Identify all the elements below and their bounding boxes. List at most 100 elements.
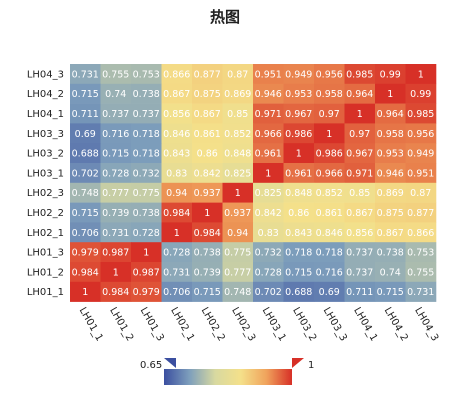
cell-value-label: 0.848: [224, 149, 251, 160]
cell-value-label: 0.846: [316, 228, 343, 239]
cell-value-label: 0.875: [194, 89, 221, 100]
cell-value-label: 0.748: [224, 287, 251, 298]
heatmap-cell: [192, 242, 223, 263]
cell-value-label: 0.967: [346, 149, 373, 160]
heatmap-cell: [283, 182, 315, 203]
heatmap-cell: [375, 103, 406, 124]
heatmap-cell: [192, 281, 223, 302]
cell-value-label: 0.966: [255, 129, 282, 140]
cell-value-label: 0.986: [316, 149, 343, 160]
cell-value-label: 0.867: [346, 208, 373, 219]
legend-color-bar: [164, 369, 292, 385]
column-label: LH01_1: [77, 306, 105, 344]
heatmap-cell: [222, 202, 254, 223]
cell-value-label: 0.852: [316, 188, 343, 199]
heatmap-cell: [283, 262, 315, 283]
heatmap-cell: [375, 222, 406, 243]
heatmap-cell: [131, 222, 162, 243]
heatmap-cell: [314, 64, 345, 85]
cell-value-label: 0.825: [255, 188, 282, 199]
heatmap-cell: [161, 281, 193, 302]
heatmap-cell: [405, 222, 437, 243]
cell-value-label: 0.738: [194, 248, 221, 259]
heatmap-cell: [131, 103, 162, 124]
heatmap-cell: [314, 182, 345, 203]
cell-value-label: 0.711: [72, 109, 99, 120]
heatmap-cell: [405, 182, 437, 203]
cell-value-label: 0.775: [224, 248, 251, 259]
heatmap-cell: [375, 281, 406, 302]
heatmap-cell: [344, 222, 376, 243]
heatmap-cell: [344, 83, 376, 104]
cell-value-label: 0.85: [349, 188, 370, 199]
cell-value-label: 0.99: [410, 89, 431, 100]
row-label: LH03_2: [27, 149, 64, 160]
heatmap-cell: [405, 163, 437, 184]
heatmap-cell: [222, 64, 254, 85]
heatmap-cell: [375, 182, 406, 203]
heatmap-cell: [100, 163, 132, 184]
column-label: LH02_1: [168, 306, 196, 344]
cell-value-label: 1: [82, 287, 88, 298]
heatmap-cell: [131, 64, 162, 85]
heatmap-cell: [70, 123, 101, 144]
cell-value-label: 0.953: [285, 89, 312, 100]
heatmap-cell: [344, 202, 376, 223]
cell-value-label: 0.728: [102, 168, 129, 179]
cell-value-label: 0.967: [285, 109, 312, 120]
cell-value-label: 0.728: [255, 267, 282, 278]
cell-value-label: 0.715: [102, 149, 129, 160]
cell-value-label: 0.85: [227, 109, 248, 120]
cell-value-label: 0.964: [346, 89, 373, 100]
heatmap-cell: [161, 64, 193, 85]
heatmap-cell: [344, 123, 376, 144]
heatmap-cell: [131, 143, 162, 164]
cell-value-label: 0.971: [346, 168, 373, 179]
chart-title: 热图: [209, 8, 240, 26]
heatmap-cell: [314, 281, 345, 302]
cell-value-label: 0.731: [72, 69, 99, 80]
cell-value-label: 0.94: [227, 228, 248, 239]
cell-value-label: 0.738: [133, 89, 160, 100]
heatmap-cell: [314, 143, 345, 164]
cell-value-label: 0.979: [133, 287, 160, 298]
cell-value-label: 0.877: [407, 208, 434, 219]
heatmap-cell: [192, 143, 223, 164]
heatmap-cell: [344, 281, 376, 302]
cell-value-label: 0.986: [285, 129, 312, 140]
cell-value-label: 0.716: [102, 129, 129, 140]
heatmap-cell: [375, 163, 406, 184]
cell-value-label: 1: [113, 267, 119, 278]
cell-value-label: 0.846: [163, 129, 190, 140]
heatmap-cell: [70, 103, 101, 124]
cell-value-label: 0.984: [194, 228, 221, 239]
heatmap-cell: [131, 281, 162, 302]
cell-value-label: 0.843: [285, 228, 312, 239]
heatmap-cell: [192, 182, 223, 203]
cell-value-label: 1: [265, 168, 271, 179]
cell-value-label: 0.737: [346, 248, 373, 259]
heatmap-cell: [100, 143, 132, 164]
cell-value-label: 0.956: [407, 129, 434, 140]
heatmap-cells: 0.731 0.755 0.753 0.866 0.877 0.87 0.951 0.949 0…: [70, 64, 437, 302]
heatmap-cell: [314, 222, 345, 243]
heatmap-cell: [253, 143, 284, 164]
row-label: LH02_2: [27, 208, 64, 219]
cell-value-label: 0.715: [194, 287, 221, 298]
heatmap-cell: [70, 83, 101, 104]
heatmap-cell: [70, 222, 101, 243]
heatmap-cell: [100, 83, 132, 104]
cell-value-label: 0.688: [72, 149, 99, 160]
heatmap-cell: [253, 262, 284, 283]
heatmap-cell: [222, 262, 254, 283]
cell-value-label: 0.69: [319, 287, 340, 298]
heatmap-cell: [161, 103, 193, 124]
heatmap-cell: [283, 281, 315, 302]
cell-value-label: 1: [174, 228, 180, 239]
cell-value-label: 0.706: [163, 287, 190, 298]
cell-value-label: 0.738: [133, 208, 160, 219]
heatmap-cell: [283, 242, 315, 263]
heatmap-cell: [222, 222, 254, 243]
cell-value-label: 0.775: [133, 188, 160, 199]
cell-value-label: 0.961: [255, 149, 282, 160]
